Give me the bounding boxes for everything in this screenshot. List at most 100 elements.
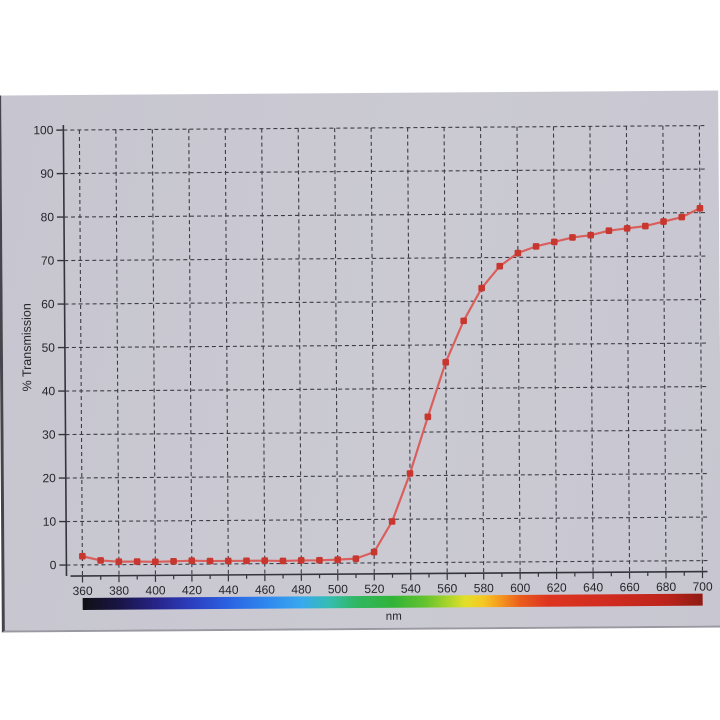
x-tick-label: 540: [401, 582, 421, 596]
data-point: [388, 518, 396, 525]
data-point: [97, 557, 104, 564]
data-point: [478, 284, 485, 292]
v-gridline: [443, 127, 448, 574]
x-tick-label: 380: [109, 584, 129, 598]
x-tick-label: 680: [656, 580, 676, 594]
data-point: [496, 262, 504, 270]
data-point: [224, 557, 232, 565]
x-tick-label: 620: [547, 581, 567, 595]
h-gridline: [64, 255, 708, 262]
x-axis-ticks: [81, 571, 704, 583]
transmission-curve: [79, 204, 704, 566]
data-point: [170, 557, 177, 565]
data-point: [642, 222, 649, 230]
data-point: [550, 238, 558, 246]
data-point: [133, 558, 141, 565]
x-tick-label: 440: [218, 583, 238, 597]
y-axis-tick-labels: 0 10 20 30 40 50 60 70 80 90 100: [33, 123, 56, 572]
data-point: [424, 413, 432, 421]
x-tick-label: 500: [328, 582, 348, 596]
data-point: [678, 213, 686, 221]
h-gridline: [65, 473, 709, 479]
data-point: [623, 225, 631, 232]
data-point: [587, 231, 595, 239]
x-tick-label: 420: [182, 583, 202, 597]
h-gridline: [64, 342, 708, 349]
v-gridline: [151, 129, 156, 576]
y-tick-label: 30: [42, 428, 56, 442]
v-gridline: [698, 125, 704, 572]
v-gridline: [188, 129, 193, 576]
h-gridline: [63, 125, 707, 131]
x-tick-label: 400: [145, 583, 165, 597]
data-point: [261, 557, 269, 564]
x-tick-label: 360: [73, 584, 93, 598]
data-point: [243, 557, 250, 565]
data-point: [696, 204, 704, 212]
y-axis-ticks: [56, 129, 67, 566]
spectrum-color-bar: [82, 593, 703, 610]
x-tick-label: 560: [437, 581, 457, 595]
v-gridline: [589, 126, 594, 573]
data-point: [79, 552, 86, 560]
x-axis-line: [70, 570, 708, 577]
v-gridline: [552, 126, 558, 573]
h-gridline: [65, 386, 709, 392]
data-point: [188, 557, 196, 565]
v-gridline: [334, 128, 339, 575]
h-gridline: [65, 429, 709, 436]
data-point: [297, 557, 305, 564]
x-tick-label: 480: [291, 582, 311, 596]
y-axis-title: % Transmission: [20, 303, 35, 391]
y-tick-label: 90: [40, 167, 54, 181]
v-gridline: [625, 126, 631, 573]
data-point: [406, 470, 414, 477]
v-gridline: [662, 125, 667, 572]
y-axis-line: [62, 125, 68, 577]
v-gridline: [261, 128, 266, 575]
data-point: [352, 555, 360, 562]
v-gridline: [297, 128, 302, 575]
x-axis-title: nm: [386, 611, 402, 623]
v-gridline: [370, 127, 375, 574]
data-point: [334, 556, 341, 563]
y-tick-label: 20: [42, 471, 56, 485]
h-gridline: [64, 299, 708, 305]
data-point: [660, 218, 667, 225]
y-tick-label: 40: [42, 384, 56, 398]
data-point: [605, 227, 613, 234]
y-tick-label: 0: [50, 558, 57, 572]
data-point: [532, 243, 540, 250]
data-point: [514, 249, 522, 257]
data-point: [316, 556, 323, 564]
axes: [62, 125, 708, 577]
v-gridline: [407, 127, 412, 574]
data-point: [279, 557, 287, 565]
y-tick-label: 70: [41, 254, 55, 268]
y-tick-label: 80: [41, 210, 55, 224]
y-tick-label: 60: [41, 297, 55, 311]
x-tick-label: 700: [693, 580, 713, 594]
y-tick-label: 100: [33, 123, 53, 137]
data-point: [569, 234, 576, 241]
x-tick-label: 460: [255, 583, 275, 597]
data-point: [152, 558, 159, 566]
chart-paper: 360 380 400 420 440 460 480 500 520 540 560 580 600 6…: [0, 90, 720, 633]
x-tick-label: 520: [364, 582, 384, 596]
x-tick-label: 600: [510, 581, 530, 595]
transmission-chart: 360 380 400 420 440 460 480 500 520 540 560 580 600 6…: [20, 123, 713, 623]
v-gridline: [224, 128, 229, 575]
x-axis-tick-labels: 360 380 400 420 440 460 480 500 520 540 560 580 600 6…: [73, 580, 713, 598]
x-tick-label: 640: [583, 580, 603, 594]
v-gridline: [479, 127, 485, 574]
y-tick-label: 10: [43, 515, 57, 529]
v-gridline: [516, 126, 521, 573]
data-point: [370, 548, 378, 556]
h-gridline: [63, 168, 707, 175]
data-point: [460, 317, 467, 325]
x-tick-label: 660: [620, 580, 640, 594]
h-gridline: [63, 212, 707, 218]
y-tick-label: 50: [41, 341, 55, 355]
data-point: [206, 557, 214, 565]
